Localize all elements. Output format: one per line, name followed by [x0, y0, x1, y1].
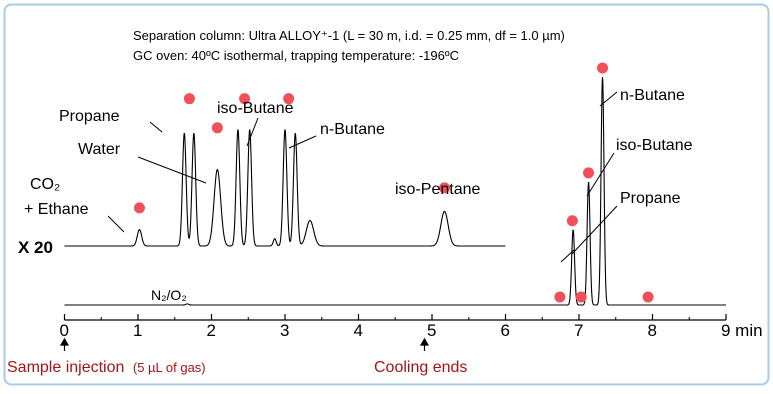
leader-line	[107, 215, 125, 233]
peak-label-nbutane-upper: n-Butane	[320, 121, 385, 138]
peak-label-isopentane: iso-Pentane	[395, 181, 480, 198]
x-tick-label: 5	[427, 321, 436, 340]
header-line-1: Separation column: Ultra ALLOY⁺-1 (L = 3…	[133, 28, 565, 43]
peak-marker	[642, 291, 654, 303]
peak-label-n2o2: N₂/O₂	[151, 287, 187, 303]
peak-marker	[283, 93, 295, 105]
peak-marker	[554, 291, 566, 303]
x-tick-label: 2	[207, 321, 216, 340]
x-axis: 0 1 2 3 4 5 6 7 8 9 min	[60, 314, 763, 340]
trace-line-x20	[64, 129, 506, 247]
leader-line	[571, 205, 618, 255]
peak-marker	[438, 182, 450, 194]
x-tick-label: 6	[501, 321, 510, 340]
peak-marker	[133, 202, 145, 214]
peak-label-nbutane-lower: n-Butane	[620, 87, 685, 104]
peak-marker	[583, 167, 595, 179]
x-tick-label: 3	[280, 321, 289, 340]
sample-injection-detail: (5 µL of gas)	[133, 360, 206, 375]
x-tick-label: 7	[574, 321, 583, 340]
peak-label-propane-upper: Propane	[59, 108, 120, 125]
frame-border	[3, 3, 770, 386]
leader-line	[560, 249, 575, 263]
peak-marker	[239, 93, 251, 105]
peak-label-isobutane-upper: iso-Butane	[217, 100, 294, 117]
x-tick-label: 8	[648, 321, 657, 340]
trace-line-x1	[64, 76, 726, 306]
x-tick-label: 0	[60, 321, 69, 340]
leader-line	[599, 91, 618, 107]
peak-marker	[211, 122, 223, 134]
cooling-arrow-icon	[419, 337, 430, 351]
sample-injection-text: Sample injection	[7, 359, 124, 376]
peak-marker	[575, 291, 587, 303]
leader-line-layer	[107, 91, 618, 263]
peak-marker	[183, 93, 195, 105]
leader-line	[137, 156, 207, 184]
x-tick-label: 9 min	[721, 321, 763, 340]
leader-line	[149, 121, 163, 133]
peak-marker	[566, 215, 578, 227]
peak-marker-layer	[133, 62, 654, 303]
peak-label-water: Water	[78, 141, 121, 158]
leader-line	[246, 117, 259, 147]
trace-scale-label: X 20	[18, 238, 53, 257]
leader-line	[288, 135, 317, 149]
peak-label-isobutane-lower: iso-Butane	[616, 137, 693, 154]
cooling-ends-label: Cooling ends	[374, 359, 467, 376]
peak-marker	[597, 62, 609, 74]
leader-line	[586, 152, 615, 197]
sample-injection-label: Sample injection (5 µL of gas)	[7, 359, 206, 376]
x-tick-label: 1	[133, 321, 142, 340]
x-tick-label: 4	[354, 321, 363, 340]
header-line-2: GC oven: 40ºC isothermal, trapping tempe…	[133, 48, 459, 63]
injection-arrow-icon	[59, 337, 70, 351]
trace-layer	[64, 76, 726, 306]
peak-label-propane-lower: Propane	[620, 190, 681, 207]
peak-label-ethane: + Ethane	[24, 201, 89, 218]
peak-label-co2: CO₂	[30, 176, 60, 193]
